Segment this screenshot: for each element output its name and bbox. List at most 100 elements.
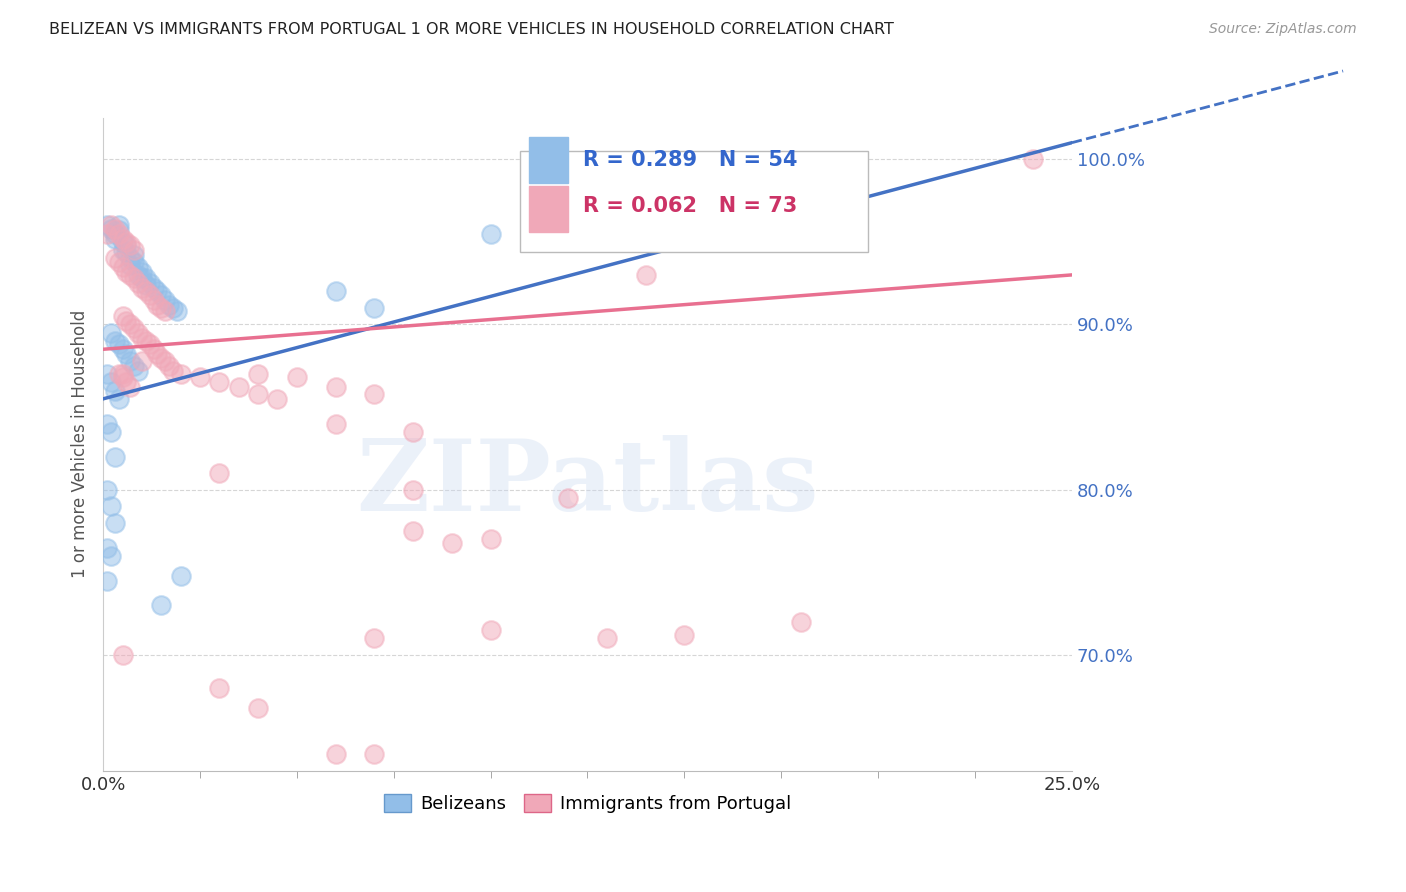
Point xyxy=(208,376,231,390)
Point xyxy=(138,276,160,290)
Point xyxy=(131,271,153,285)
Point xyxy=(166,304,188,318)
Point xyxy=(363,747,385,761)
Point xyxy=(479,624,502,638)
Y-axis label: 1 or more Vehicles in Household: 1 or more Vehicles in Household xyxy=(72,310,89,578)
Text: Source: ZipAtlas.com: Source: ZipAtlas.com xyxy=(1209,22,1357,37)
Point xyxy=(440,535,463,549)
FancyBboxPatch shape xyxy=(530,186,568,232)
Point xyxy=(111,235,134,249)
Point xyxy=(107,337,129,351)
Point xyxy=(131,331,153,345)
Point xyxy=(96,367,118,381)
Point xyxy=(325,417,347,431)
Point xyxy=(325,285,347,299)
Point xyxy=(146,298,169,312)
Point xyxy=(120,318,142,332)
Point xyxy=(146,285,169,299)
Point xyxy=(111,231,134,245)
Point xyxy=(122,243,145,257)
Point xyxy=(96,541,118,555)
Point xyxy=(402,425,425,439)
Point xyxy=(107,223,129,237)
Point xyxy=(208,681,231,695)
Point xyxy=(107,392,129,406)
Point xyxy=(557,491,579,505)
Point xyxy=(100,376,122,390)
Point xyxy=(127,268,149,282)
Point xyxy=(142,343,165,357)
FancyBboxPatch shape xyxy=(520,151,869,252)
Point xyxy=(634,268,657,282)
Point xyxy=(402,483,425,497)
Point xyxy=(111,370,134,384)
Point xyxy=(104,221,127,235)
Point xyxy=(104,334,127,348)
Point xyxy=(122,248,145,262)
Point xyxy=(111,243,134,257)
Point xyxy=(479,533,502,547)
Point xyxy=(100,549,122,563)
Point xyxy=(120,258,142,272)
Point xyxy=(100,221,122,235)
Legend: Belizeans, Immigrants from Portugal: Belizeans, Immigrants from Portugal xyxy=(377,787,799,821)
Point xyxy=(127,260,149,274)
Point xyxy=(142,281,165,295)
Point xyxy=(150,351,173,365)
Point xyxy=(104,384,127,398)
Point xyxy=(115,347,138,361)
Point xyxy=(104,450,127,464)
Point xyxy=(247,387,270,401)
Point xyxy=(266,392,288,406)
Point xyxy=(120,268,142,282)
Point xyxy=(111,343,134,357)
Point xyxy=(100,500,122,514)
Point xyxy=(120,380,142,394)
Point xyxy=(169,367,191,381)
Point xyxy=(107,254,129,268)
Point xyxy=(131,354,153,368)
Point xyxy=(111,367,134,381)
Point xyxy=(673,628,696,642)
Point xyxy=(122,320,145,334)
Point xyxy=(107,227,129,241)
Point xyxy=(135,271,157,285)
Point xyxy=(107,367,129,381)
Point xyxy=(96,227,118,241)
Point xyxy=(111,648,134,662)
Point xyxy=(247,701,270,715)
Point xyxy=(104,227,127,241)
Point xyxy=(325,380,347,394)
Point xyxy=(115,244,138,259)
Point xyxy=(363,301,385,315)
Point xyxy=(96,574,118,588)
Point xyxy=(120,354,142,368)
Point xyxy=(153,354,176,368)
Point xyxy=(100,425,122,439)
Point xyxy=(157,298,180,312)
Point xyxy=(127,326,149,340)
Point xyxy=(115,314,138,328)
Point xyxy=(135,285,157,299)
Point xyxy=(96,417,118,431)
Point xyxy=(104,516,127,530)
Point xyxy=(228,380,250,394)
Point xyxy=(100,326,122,340)
Point xyxy=(115,238,138,252)
Point xyxy=(111,310,134,324)
Text: R = 0.062   N = 73: R = 0.062 N = 73 xyxy=(582,196,797,216)
Point xyxy=(1022,152,1045,166)
Point xyxy=(122,359,145,373)
Point xyxy=(122,254,145,268)
Text: ZIPatlas: ZIPatlas xyxy=(356,435,818,532)
Point xyxy=(162,364,184,378)
Point xyxy=(127,276,149,290)
Point xyxy=(363,632,385,646)
Point xyxy=(131,281,153,295)
Point xyxy=(127,364,149,378)
Point xyxy=(138,337,160,351)
Point xyxy=(104,231,127,245)
Point xyxy=(115,376,138,390)
Point xyxy=(208,467,231,481)
Point xyxy=(96,219,118,233)
